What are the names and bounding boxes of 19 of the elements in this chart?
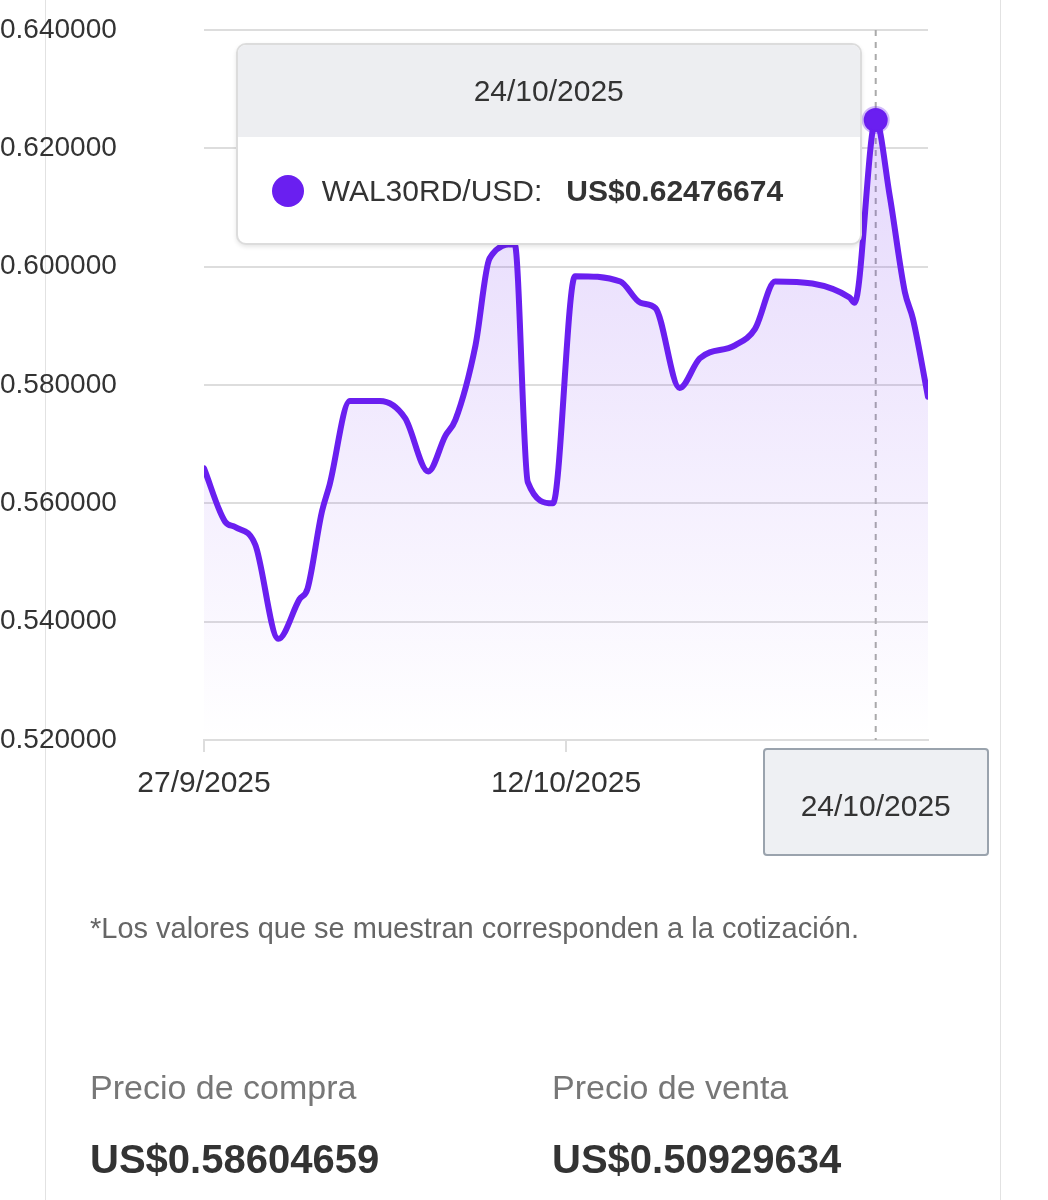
y-tick-label: 0.560000 [0,486,117,518]
x-tick-label: 12/10/2025 [490,765,642,799]
legend-label: WAL30RD/USD: [321,174,543,208]
text: US$0.50929634 [552,1137,842,1182]
text: *Los valores que se muestran corresponden a la cotización. [90,911,860,946]
y-tick-label: 0.580000 [0,367,117,399]
ref-line-label: 24/10/2025 [762,748,989,856]
y-tick-label: 0.620000 [0,131,117,163]
y-tick-label: 0.600000 [0,249,117,281]
y-tick-label: 0.640000 [0,12,117,44]
annotation: US$0.62476674 [566,174,784,208]
annotation: 24/10/2025 [237,45,860,137]
text: Precio de venta [552,1068,790,1107]
text: US$0.58604659 [90,1137,380,1182]
y-tick-label: 0.520000 [0,722,117,754]
x-tick-label: 27/9/2025 [137,765,271,799]
text: Precio de compra [90,1068,358,1107]
y-tick-label: 0.540000 [0,604,117,636]
tooltip: 24/10/2025 WAL30RD/USD: US$0.62476674 [235,43,862,245]
